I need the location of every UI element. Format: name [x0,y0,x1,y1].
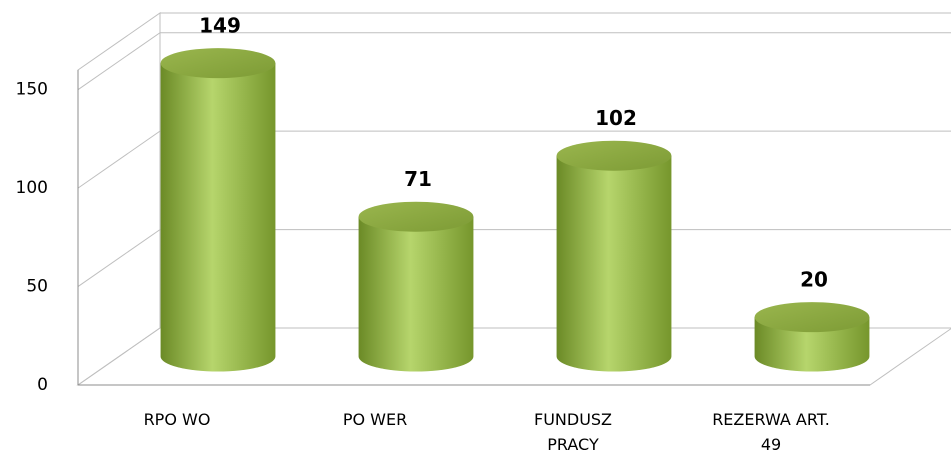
grid-line [77,229,951,287]
x-tick-label: REZERWA ART. 49 [712,410,830,454]
x-tick-label: PO WER [342,410,408,429]
bar-top [754,302,870,333]
bar [556,140,672,372]
data-label: 71 [404,167,432,191]
x-tick-label: FUNDUSZ PRACY [533,410,613,454]
y-tick-label: 100 [16,178,48,198]
grid-line [77,32,951,91]
bar-top [358,201,474,232]
bar-body [358,216,474,372]
back-wall [160,12,951,14]
bar-top [556,140,672,171]
data-label: 20 [800,268,828,292]
bar-body [556,155,672,372]
bar [754,302,870,372]
data-label: 149 [199,14,241,38]
data-label: 102 [595,106,637,130]
bar [358,201,474,372]
side-wall [77,12,161,385]
bar [160,48,276,372]
x-tick-label: RPO WO [143,410,211,429]
y-tick-label: 150 [16,80,48,100]
bar-body [160,63,276,372]
grid-line [77,327,951,386]
y-tick-label: 0 [37,375,48,395]
bar-body [754,317,870,372]
bar-top [160,48,276,79]
grid-line [77,130,951,189]
y-tick-label: 50 [26,277,48,297]
